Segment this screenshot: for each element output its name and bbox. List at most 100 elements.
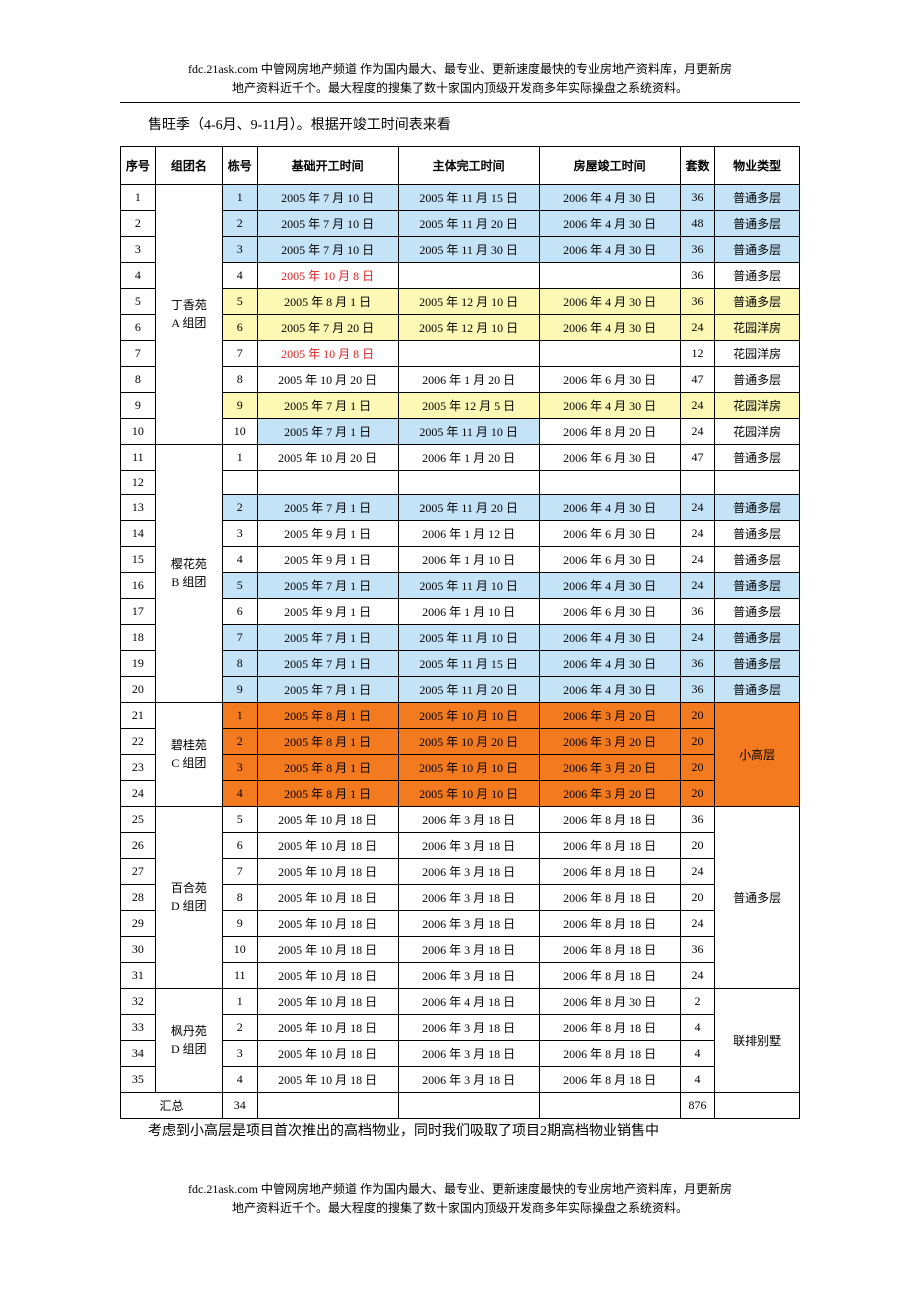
- cell-seq: 15: [121, 546, 156, 572]
- cell-start-date: 2005 年 9 月 1 日: [257, 520, 398, 546]
- summary-empty: [715, 1092, 800, 1118]
- cell-units: 20: [680, 780, 715, 806]
- cell-seq: 30: [121, 936, 156, 962]
- header-note: fdc.21ask.com 中管网房地产频道 作为国内最大、最专业、更新速度最快…: [120, 60, 800, 98]
- cell-start-date: 2005 年 10 月 18 日: [257, 858, 398, 884]
- cell-bld: 3: [222, 236, 257, 262]
- cell-complete-date: 2006 年 6 月 30 日: [539, 546, 680, 572]
- cell-start-date: 2005 年 7 月 10 日: [257, 236, 398, 262]
- cell-start-date: 2005 年 10 月 18 日: [257, 832, 398, 858]
- cell-bld: 2: [222, 1014, 257, 1040]
- table-row: 1982005 年 7 月 1 日2005 年 11 月 15 日2006 年 …: [121, 650, 800, 676]
- cell-finish-date: 2006 年 1 月 12 日: [398, 520, 539, 546]
- cell-group: 樱花苑B 组团: [155, 444, 222, 702]
- cell-type: 普通多层: [715, 546, 800, 572]
- cell-complete-date: 2006 年 6 月 30 日: [539, 366, 680, 392]
- cell-finish-date: 2005 年 11 月 10 日: [398, 624, 539, 650]
- cell-type: 普通多层: [715, 288, 800, 314]
- cell-seq: 4: [121, 262, 156, 288]
- cell-type: 普通多层: [715, 624, 800, 650]
- cell-seq: 1: [121, 184, 156, 210]
- cell-units: 36: [680, 184, 715, 210]
- table-summary-row: 汇总34876: [121, 1092, 800, 1118]
- cell-type: 小高层: [715, 702, 800, 806]
- cell-finish-date: 2005 年 10 月 10 日: [398, 780, 539, 806]
- cell-bld: 6: [222, 314, 257, 340]
- cell-complete-date: 2006 年 3 月 20 日: [539, 780, 680, 806]
- cell-units: 2: [680, 988, 715, 1014]
- cell-group: 丁香苑A 组团: [155, 184, 222, 444]
- cell-complete-date: 2006 年 8 月 18 日: [539, 962, 680, 988]
- cell-bld: 9: [222, 676, 257, 702]
- table-row: 772005 年 10 月 8 日12花园洋房: [121, 340, 800, 366]
- cell-finish-date: 2005 年 12 月 5 日: [398, 392, 539, 418]
- cell-complete-date: 2006 年 6 月 30 日: [539, 598, 680, 624]
- cell-bld: 3: [222, 520, 257, 546]
- th-d2: 主体完工时间: [398, 146, 539, 184]
- cell-type: 普通多层: [715, 650, 800, 676]
- cell-units: 4: [680, 1066, 715, 1092]
- table-row: 552005 年 8 月 1 日2005 年 12 月 10 日2006 年 4…: [121, 288, 800, 314]
- cell-group: 碧桂苑C 组团: [155, 702, 222, 806]
- cell-type: 普通多层: [715, 598, 800, 624]
- cell-seq: 18: [121, 624, 156, 650]
- cell-finish-date: 2006 年 3 月 18 日: [398, 806, 539, 832]
- cell-type: 花园洋房: [715, 418, 800, 444]
- cell-complete-date: 2006 年 6 月 30 日: [539, 444, 680, 470]
- th-type: 物业类型: [715, 146, 800, 184]
- cell-finish-date: 2006 年 3 月 18 日: [398, 910, 539, 936]
- cell-finish-date: 2005 年 11 月 20 日: [398, 494, 539, 520]
- cell-seq: 32: [121, 988, 156, 1014]
- table-row: 11樱花苑B 组团12005 年 10 月 20 日2006 年 1 月 20 …: [121, 444, 800, 470]
- cell-seq: 33: [121, 1014, 156, 1040]
- cell-bld: 3: [222, 1040, 257, 1066]
- table-row: 10102005 年 7 月 1 日2005 年 11 月 10 日2006 年…: [121, 418, 800, 444]
- cell-start-date: 2005 年 8 月 1 日: [257, 702, 398, 728]
- cell-start-date: 2005 年 10 月 20 日: [257, 366, 398, 392]
- cell-bld: 5: [222, 806, 257, 832]
- footer-line1: fdc.21ask.com 中管网房地产频道 作为国内最大、最专业、更新速度最快…: [188, 1182, 732, 1196]
- cell-bld: 7: [222, 858, 257, 884]
- table-row: 1762005 年 9 月 1 日2006 年 1 月 10 日2006 年 6…: [121, 598, 800, 624]
- cell-seq: 26: [121, 832, 156, 858]
- cell-complete-date: 2006 年 8 月 18 日: [539, 910, 680, 936]
- cell-start-date: 2005 年 10 月 18 日: [257, 962, 398, 988]
- summary-empty: [257, 1092, 398, 1118]
- cell-seq: 20: [121, 676, 156, 702]
- cell-complete-date: 2006 年 8 月 18 日: [539, 1014, 680, 1040]
- table-row: 2772005 年 10 月 18 日2006 年 3 月 18 日2006 年…: [121, 858, 800, 884]
- cell-complete-date: 2006 年 8 月 18 日: [539, 884, 680, 910]
- cell-units: 24: [680, 962, 715, 988]
- cell-units: 24: [680, 494, 715, 520]
- table-row: 25百合苑D 组团52005 年 10 月 18 日2006 年 3 月 18 …: [121, 806, 800, 832]
- cell-seq: 10: [121, 418, 156, 444]
- table-row: 2882005 年 10 月 18 日2006 年 3 月 18 日2006 年…: [121, 884, 800, 910]
- table-row: 3432005 年 10 月 18 日2006 年 3 月 18 日2006 年…: [121, 1040, 800, 1066]
- cell-start-date: 2005 年 7 月 10 日: [257, 184, 398, 210]
- cell-finish-date: 2006 年 3 月 18 日: [398, 884, 539, 910]
- cell-units: [680, 470, 715, 494]
- cell-units: 36: [680, 262, 715, 288]
- cell-complete-date: 2006 年 8 月 18 日: [539, 858, 680, 884]
- cell-start-date: 2005 年 7 月 1 日: [257, 494, 398, 520]
- cell-complete-date: 2006 年 8 月 20 日: [539, 418, 680, 444]
- cell-complete-date: 2006 年 8 月 18 日: [539, 806, 680, 832]
- cell-group: 枫丹苑D 组团: [155, 988, 222, 1092]
- cell-units: 4: [680, 1014, 715, 1040]
- cell-finish-date: 2005 年 10 月 20 日: [398, 728, 539, 754]
- cell-finish-date: 2006 年 1 月 10 日: [398, 598, 539, 624]
- cell-start-date: 2005 年 9 月 1 日: [257, 598, 398, 624]
- cell-seq: 12: [121, 470, 156, 494]
- cell-units: 20: [680, 832, 715, 858]
- cell-start-date: 2005 年 7 月 1 日: [257, 418, 398, 444]
- cell-finish-date: 2006 年 3 月 18 日: [398, 962, 539, 988]
- cell-complete-date: [539, 340, 680, 366]
- cell-complete-date: 2006 年 4 月 30 日: [539, 184, 680, 210]
- table-row: 2662005 年 10 月 18 日2006 年 3 月 18 日2006 年…: [121, 832, 800, 858]
- cell-start-date: 2005 年 9 月 1 日: [257, 546, 398, 572]
- cell-bld: 9: [222, 910, 257, 936]
- cell-units: 20: [680, 754, 715, 780]
- summary-empty: [398, 1092, 539, 1118]
- cell-seq: 7: [121, 340, 156, 366]
- th-d3: 房屋竣工时间: [539, 146, 680, 184]
